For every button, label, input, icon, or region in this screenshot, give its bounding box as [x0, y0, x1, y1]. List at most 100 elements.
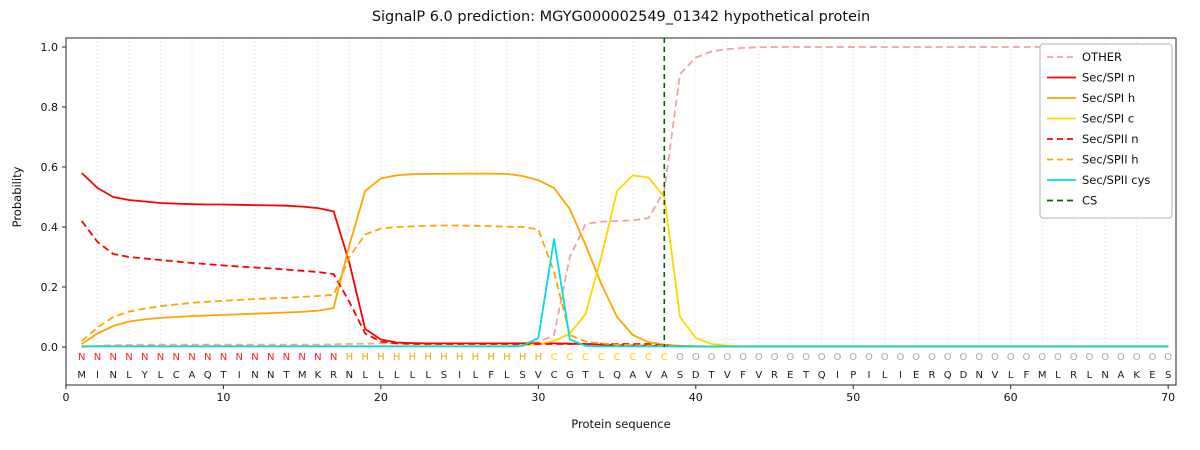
x-tick-label: 0	[63, 391, 70, 404]
x-tick-label: 50	[846, 391, 860, 404]
sequence-letter: N	[251, 370, 258, 381]
region-label: H	[487, 352, 495, 363]
sequence-letter: K	[1133, 370, 1140, 381]
chart-title: SignalP 6.0 prediction: MGYG000002549_01…	[371, 9, 871, 25]
sequence-letter: V	[724, 370, 731, 381]
region-label: N	[157, 352, 164, 363]
region-label: H	[393, 352, 401, 363]
sequence-letter: V	[535, 370, 542, 381]
sequence-letter: M	[298, 370, 307, 381]
sequence-letter: A	[661, 370, 668, 381]
x-tick-label: 70	[1161, 391, 1175, 404]
sequence-letter: L	[1055, 370, 1061, 381]
sequence-letter: D	[960, 370, 968, 381]
region-label: N	[220, 352, 227, 363]
region-label: N	[251, 352, 258, 363]
region-label: O	[1085, 352, 1093, 363]
region-label: H	[535, 352, 543, 363]
legend-label: Sec/SPII cys	[1082, 173, 1150, 187]
sequence-letter: I	[238, 370, 241, 381]
region-label: C	[551, 352, 558, 363]
series-line-sec-spii-h	[81, 224, 1169, 348]
region-label: N	[109, 352, 116, 363]
region-label: C	[582, 352, 589, 363]
region-label: O	[1070, 352, 1078, 363]
x-tick-label: 20	[374, 391, 388, 404]
sequence-letter: C	[173, 370, 180, 381]
region-label: N	[267, 352, 274, 363]
sequence-letter: R	[330, 370, 337, 381]
region-label: N	[314, 352, 321, 363]
sequence-letter: I	[96, 370, 99, 381]
sequence-letter: Q	[944, 370, 952, 381]
region-label: H	[409, 352, 417, 363]
sequence-letter: Q	[613, 370, 621, 381]
region-label: H	[346, 352, 354, 363]
region-label: C	[629, 352, 636, 363]
sequence-letter: Q	[818, 370, 826, 381]
region-label: O	[802, 352, 810, 363]
x-tick-label: 10	[216, 391, 230, 404]
region-label: H	[440, 352, 448, 363]
region-label: O	[692, 352, 700, 363]
sequence-letter: L	[158, 370, 164, 381]
sequence-letter: L	[394, 370, 400, 381]
region-label: H	[503, 352, 511, 363]
sequence-letter: L	[425, 370, 431, 381]
region-label: O	[1007, 352, 1015, 363]
y-tick-label: 1.0	[41, 41, 59, 54]
series-line-sec-spi-c	[81, 174, 1169, 348]
sequence-letter: L	[410, 370, 416, 381]
region-label: O	[960, 352, 968, 363]
legend-label: Sec/SPII h	[1082, 153, 1139, 167]
region-label: O	[881, 352, 889, 363]
sequence-letter: V	[992, 370, 999, 381]
sequence-letter: E	[787, 370, 793, 381]
region-label: N	[298, 352, 305, 363]
sequence-letter: T	[219, 370, 227, 381]
sequence-letter: C	[551, 370, 558, 381]
sequence-letter: T	[282, 370, 290, 381]
region-label: H	[519, 352, 527, 363]
y-tick-label: 0.8	[41, 101, 59, 114]
sequence-letter: I	[836, 370, 839, 381]
region-label: O	[723, 352, 731, 363]
region-label: O	[912, 352, 920, 363]
sequence-letter: I	[458, 370, 461, 381]
region-label: N	[125, 352, 132, 363]
region-label: O	[944, 352, 952, 363]
region-label: C	[598, 352, 605, 363]
region-label: N	[204, 352, 211, 363]
region-label: H	[377, 352, 385, 363]
sequence-letter: L	[1008, 370, 1014, 381]
y-tick-label: 0.2	[41, 281, 59, 294]
region-label: O	[1054, 352, 1062, 363]
sequence-letter: N	[267, 370, 274, 381]
legend-label: CS	[1082, 194, 1097, 208]
sequence-letter: S	[677, 370, 683, 381]
region-label: O	[928, 352, 936, 363]
region-label: O	[676, 352, 684, 363]
sequence-letter: R	[771, 370, 778, 381]
sequence-letter: V	[645, 370, 652, 381]
sequence-letter: M	[77, 370, 86, 381]
region-label: O	[818, 352, 826, 363]
region-label: N	[78, 352, 85, 363]
series-line-sec-spii-cys	[81, 238, 1169, 348]
legend-label: Sec/SPI h	[1082, 91, 1135, 105]
sequence-letter: E	[913, 370, 919, 381]
region-label: H	[361, 352, 369, 363]
sequence-letter: L	[882, 370, 888, 381]
series-line-other	[81, 46, 1169, 348]
sequence-letter: I	[868, 370, 871, 381]
sequence-letter: L	[599, 370, 605, 381]
sequence-letter: L	[126, 370, 132, 381]
region-label: O	[834, 352, 842, 363]
sequence-letter: F	[488, 370, 494, 381]
x-tick-label: 30	[531, 391, 545, 404]
sequence-letter: L	[362, 370, 368, 381]
sequence-letter: D	[692, 370, 700, 381]
x-tick-label: 40	[689, 391, 703, 404]
sequence-letter: V	[755, 370, 762, 381]
